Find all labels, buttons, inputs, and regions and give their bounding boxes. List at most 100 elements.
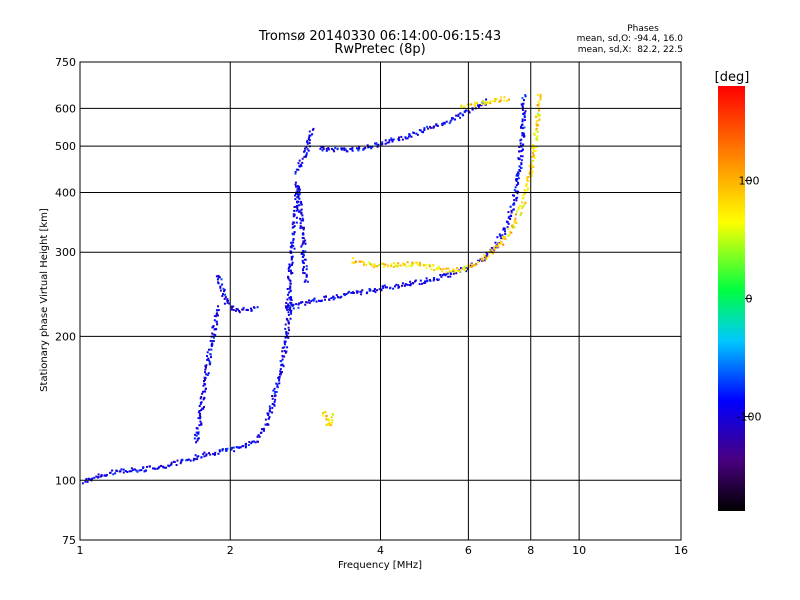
data-point — [285, 336, 288, 339]
data-point — [305, 274, 308, 277]
data-point — [308, 136, 311, 139]
data-point — [374, 265, 377, 268]
data-point — [340, 147, 343, 150]
data-point — [528, 172, 531, 175]
data-point — [290, 311, 292, 314]
stats-o-mode: mean, sd,O: -94.4, 16.0 — [577, 34, 684, 44]
data-point — [297, 303, 300, 306]
data-point — [531, 146, 534, 149]
x-axis-label: Frequency [MHz] — [338, 560, 422, 571]
data-point — [522, 132, 525, 135]
data-point — [523, 116, 526, 119]
data-point — [463, 269, 466, 272]
data-point — [371, 145, 374, 148]
data-point — [458, 270, 461, 273]
data-point — [332, 298, 335, 301]
data-point — [281, 354, 284, 357]
data-point — [268, 415, 271, 418]
data-point — [215, 275, 218, 278]
data-point — [287, 326, 290, 329]
data-point — [306, 139, 309, 142]
data-point — [446, 272, 449, 275]
data-point — [358, 145, 361, 148]
data-point — [200, 456, 203, 459]
data-point — [340, 295, 343, 298]
data-point — [411, 263, 414, 266]
data-point — [224, 296, 227, 299]
data-point — [302, 233, 305, 236]
data-point — [437, 267, 440, 270]
data-point — [287, 336, 290, 339]
data-point — [520, 163, 523, 166]
data-point — [521, 201, 524, 204]
data-point — [303, 254, 305, 257]
data-point — [286, 305, 289, 308]
data-point — [503, 99, 506, 102]
data-point — [130, 467, 133, 470]
data-point — [210, 348, 213, 351]
data-point — [218, 276, 221, 279]
data-point — [460, 104, 463, 107]
data-point — [189, 459, 192, 462]
data-point — [423, 264, 425, 267]
data-point — [87, 477, 90, 480]
data-point — [520, 167, 523, 169]
data-point — [292, 226, 295, 229]
data-point — [260, 431, 263, 434]
data-point — [288, 291, 291, 294]
data-point — [273, 403, 276, 406]
data-point — [535, 122, 538, 125]
data-point — [276, 386, 279, 389]
data-point — [351, 261, 354, 264]
data-point — [81, 482, 84, 485]
data-point — [523, 189, 526, 192]
data-point — [477, 104, 479, 107]
data-point — [288, 306, 291, 308]
data-point — [109, 472, 112, 474]
data-point — [217, 452, 220, 455]
data-point — [330, 416, 333, 419]
data-point — [471, 108, 474, 111]
data-point — [398, 136, 400, 139]
data-point — [442, 268, 445, 270]
data-point — [377, 143, 380, 146]
data-point — [339, 296, 342, 299]
data-point — [273, 387, 276, 390]
data-point — [298, 159, 301, 162]
data-point — [537, 100, 540, 103]
data-point — [168, 465, 171, 468]
data-point — [480, 257, 483, 260]
data-point — [199, 412, 202, 415]
data-point — [274, 394, 277, 397]
data-point — [223, 289, 226, 291]
data-point — [205, 453, 208, 456]
data-point — [515, 174, 518, 177]
data-point — [441, 124, 444, 127]
data-point — [370, 147, 373, 150]
data-point — [300, 219, 303, 222]
data-point — [290, 272, 293, 275]
data-point — [296, 207, 299, 209]
data-point — [271, 406, 274, 409]
data-point — [294, 172, 297, 175]
data-point — [376, 265, 379, 268]
data-point — [514, 190, 517, 193]
data-point — [397, 264, 400, 267]
data-point — [517, 206, 520, 209]
data-point — [231, 446, 234, 449]
data-point — [289, 286, 292, 289]
data-point — [503, 96, 506, 99]
data-point — [328, 418, 331, 421]
data-point — [301, 236, 304, 239]
data-point — [280, 371, 282, 374]
data-point — [513, 189, 516, 192]
data-point — [306, 141, 309, 143]
data-point — [138, 469, 141, 472]
data-point — [502, 227, 505, 230]
y-tick-label: 400 — [55, 186, 76, 199]
data-point — [200, 409, 203, 412]
data-point — [521, 97, 524, 100]
data-point — [217, 274, 220, 277]
data-point — [205, 364, 208, 367]
data-point — [359, 261, 362, 263]
